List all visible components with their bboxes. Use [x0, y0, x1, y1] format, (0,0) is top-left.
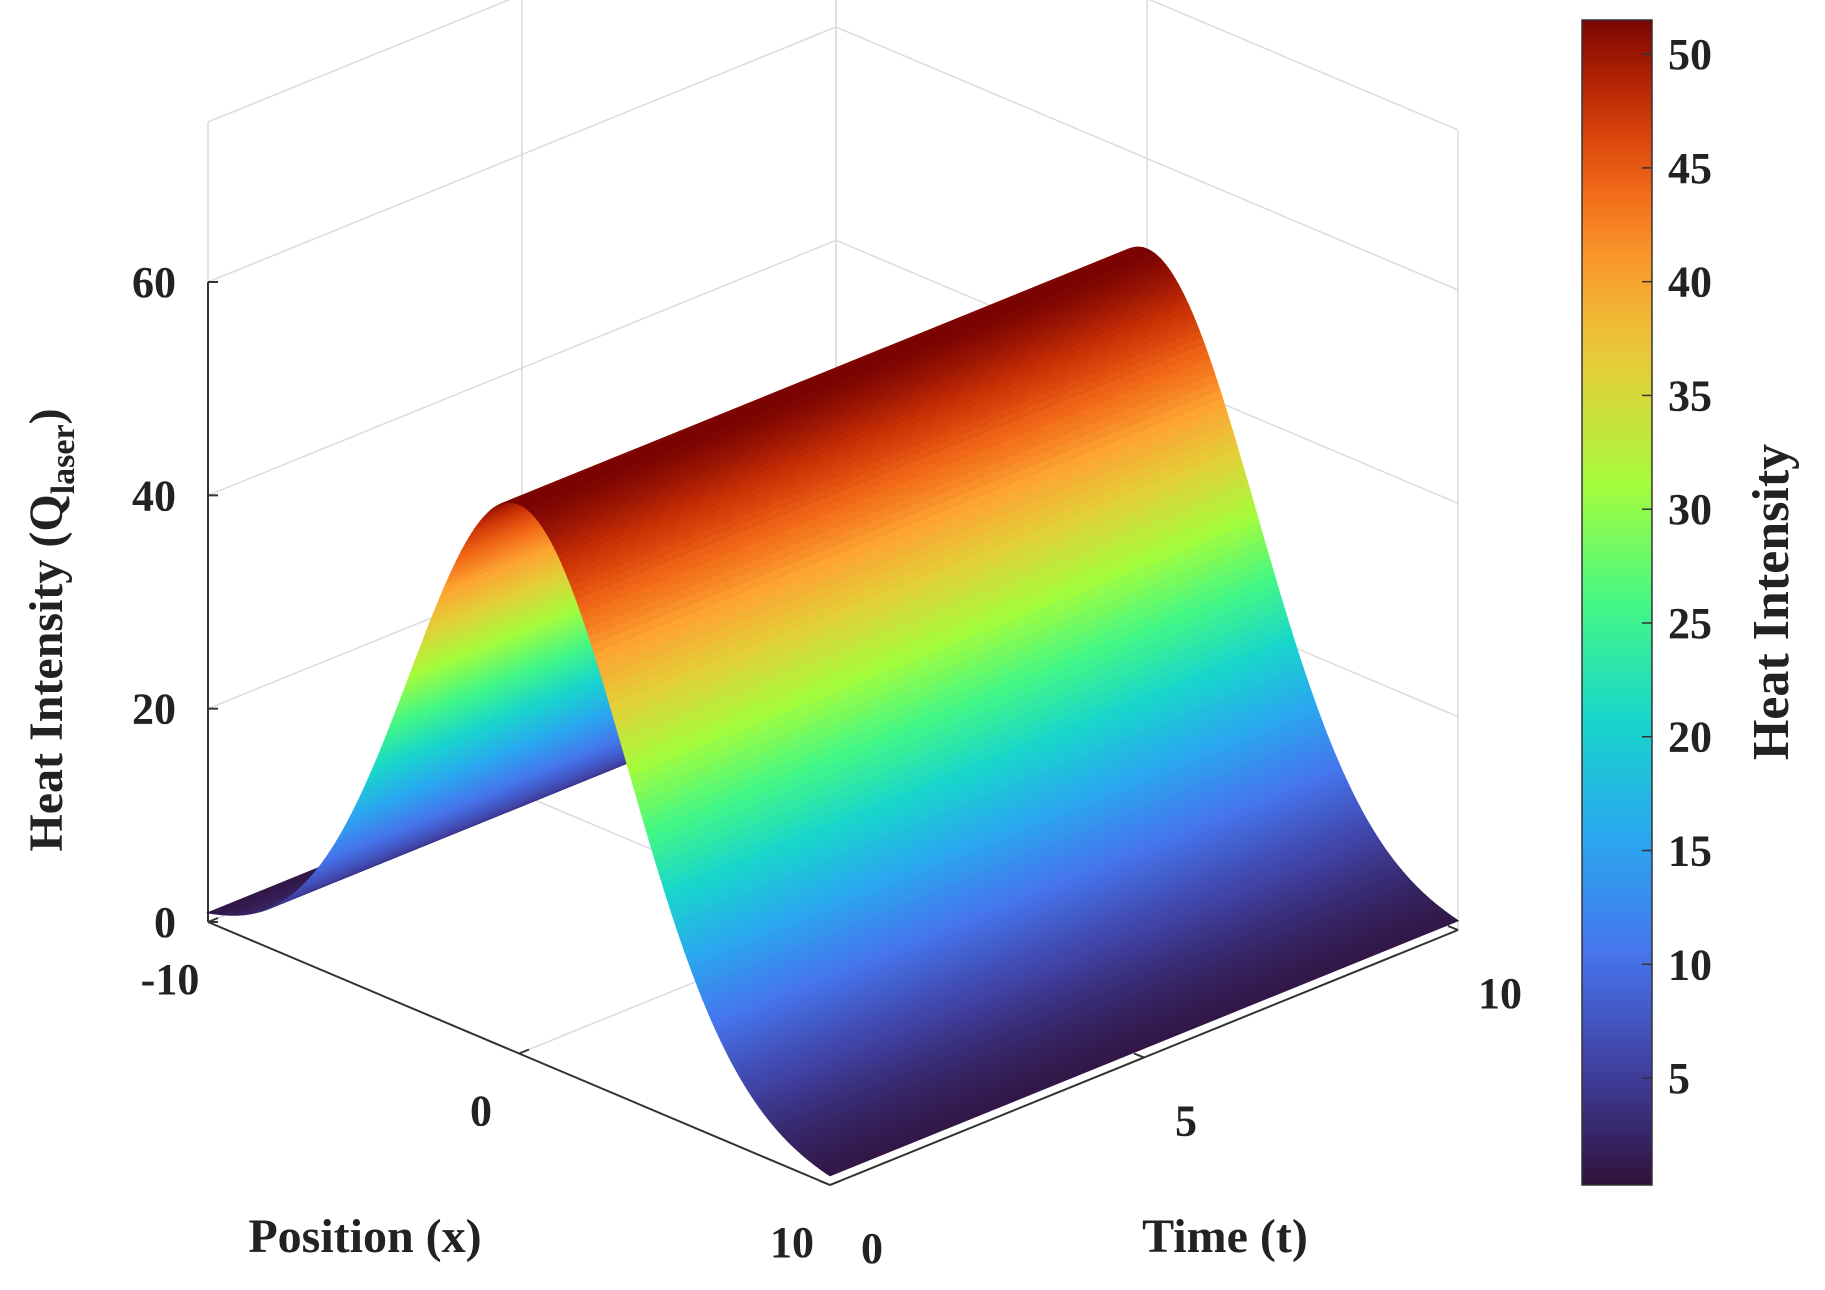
surface-plot: [205, 246, 1460, 1177]
tick-mark: [829, 1180, 841, 1186]
x-tick-label: -10: [141, 955, 200, 1004]
t-tick-label: 10: [1478, 969, 1522, 1018]
colorbar-tick-label: 10: [1668, 940, 1712, 989]
colorbar-tick-label: 5: [1668, 1054, 1690, 1103]
z-tick-label: 20: [132, 685, 176, 734]
colorbar-tick-label: 35: [1668, 371, 1712, 420]
colorbar-tick-label: 50: [1668, 30, 1712, 79]
x-axis-label: Position (x): [248, 1210, 481, 1263]
colorbar: [1581, 19, 1653, 1186]
x-tick-label: 10: [770, 1218, 814, 1267]
colorbar-tick-label: 30: [1668, 485, 1712, 534]
colorbar-label: Heat Intensity: [1743, 444, 1800, 760]
x-tick-labels: -10 0 10: [141, 917, 841, 1267]
z-tick-labels: 0 20 40 60: [132, 258, 218, 947]
tick-mark: [819, 1180, 831, 1186]
x-tick-label: 0: [470, 1087, 492, 1136]
tick-mark: [1447, 925, 1459, 931]
t-tick-label: 0: [861, 1224, 883, 1273]
z-axis-label: Heat Intensity (Qlaser): [20, 408, 82, 851]
grid-line: [207, 239, 837, 497]
z-tick-label: 60: [132, 258, 176, 307]
colorbar-tick-label: 45: [1668, 144, 1712, 193]
tick-mark: [207, 917, 219, 923]
tick-mark: [518, 1048, 530, 1055]
colorbar-tick-label: 20: [1668, 713, 1712, 762]
t-tick-label: 5: [1175, 1097, 1197, 1146]
grid-line: [207, 0, 511, 123]
surface-strip: [517, 248, 1152, 507]
z-tick-label: 40: [132, 471, 176, 520]
z-tick-label: 0: [154, 898, 176, 947]
t-axis-label: Time (t): [1142, 1210, 1308, 1263]
colorbar-tick-label: 40: [1668, 258, 1712, 307]
z-axis-label-subscript: laser: [45, 424, 82, 494]
colorbar-tick-label: 25: [1668, 599, 1712, 648]
tick-mark: [1133, 1052, 1145, 1059]
grid-line: [207, 26, 837, 283]
grid-line: [1148, 0, 1459, 131]
colorbar-tick-label: 15: [1668, 827, 1712, 876]
z-axis-label-close: ): [20, 408, 73, 424]
grid-line: [835, 26, 1459, 291]
colorbar-ticks: 5 10 15 20 25 30 35 40 45 50: [1642, 30, 1712, 1103]
t-tick-labels: 0 5 10: [819, 925, 1522, 1273]
z-axis-label-main: Heat Intensity (Q: [20, 494, 73, 851]
